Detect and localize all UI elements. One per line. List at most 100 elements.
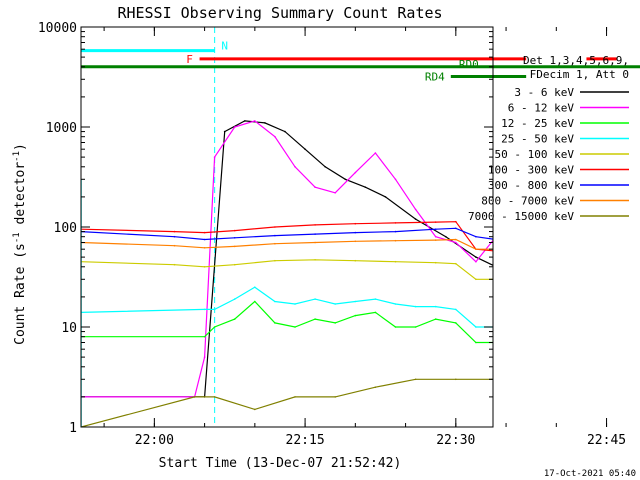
series-6-point-3 <box>233 237 236 239</box>
series-3-point-13 <box>434 305 437 308</box>
series-1-point-17 <box>495 236 497 238</box>
series-7-point-7 <box>394 239 397 242</box>
series-7-point-8 <box>434 239 437 241</box>
series-7-point-11 <box>515 248 517 250</box>
legend-entry-2: 12 - 25 keV <box>501 117 574 130</box>
y-axis-label-end: ) <box>13 143 28 151</box>
series-5-point-15 <box>636 264 638 266</box>
series-0-point-15 <box>525 279 527 281</box>
series-5-point-7 <box>394 222 397 224</box>
chart-title: RHESSI Observing Summary Count Rates <box>117 4 442 22</box>
series-3-point-4 <box>254 286 256 289</box>
series-6-point-13 <box>596 245 598 247</box>
series-3-point-17 <box>535 322 537 324</box>
series-1-point-24 <box>636 318 638 320</box>
legend-entry-1: 6 - 12 keV <box>508 102 575 115</box>
series-1-point-13 <box>414 208 417 211</box>
series-3-point-9 <box>354 300 357 303</box>
series-8-point-3 <box>254 408 256 411</box>
series-7-point-13 <box>596 250 598 252</box>
rd0-flag-label: RD0 <box>459 58 479 71</box>
series-2-point-19 <box>576 336 578 338</box>
series-7-point-4 <box>274 242 276 245</box>
series-2-point-4 <box>254 300 256 303</box>
x-tick-label-3: 22:45 <box>587 433 626 448</box>
observing-flags: NFSRD0RD4 <box>80 27 640 427</box>
series-2-point-5 <box>274 322 276 324</box>
series-2-point-8 <box>334 322 337 324</box>
legend-header-0: Det 1,3,4,5,6,9, <box>523 54 629 67</box>
legend-entry-7: 800 - 7000 keV <box>481 195 574 208</box>
series-line-7 <box>81 238 493 250</box>
series-1-point-11 <box>374 152 377 154</box>
series-3-point-21 <box>616 312 618 314</box>
series-7-point-2 <box>203 247 206 249</box>
series-0-point-14 <box>495 266 497 268</box>
series-0-point-7 <box>324 166 327 168</box>
series-5-point-6 <box>354 222 357 225</box>
series-6-point-10 <box>475 235 477 238</box>
series-0-point-10 <box>384 196 387 198</box>
series-0-point-11 <box>414 218 417 220</box>
series-1-point-8 <box>314 186 316 188</box>
series-2-point-3 <box>233 318 236 320</box>
legend-entry-0: 3 - 6 keV <box>514 86 574 99</box>
legend: Det 1,3,4,5,6,9,FDecim 1, Att 0 3 - 6 keV… <box>468 54 629 223</box>
series-0-point-19 <box>626 318 628 320</box>
series-4-point-3 <box>233 263 236 266</box>
series-4-point-12 <box>535 266 537 268</box>
series-3-point-15 <box>475 326 477 328</box>
series-4-point-13 <box>556 258 558 260</box>
legend-entry-8: 7000 - 15000 keV <box>468 210 574 223</box>
series-6-point-2 <box>203 238 206 241</box>
y-tick-label-3: 1000 <box>46 121 77 136</box>
series-4-point-9 <box>455 262 457 265</box>
footer-timestamp: 17-Oct-2021 05:40 <box>544 469 636 479</box>
series-line-2 <box>81 300 493 344</box>
series-7-point-9 <box>455 238 457 241</box>
y-axis-label-main: Count Rate (s <box>13 243 28 345</box>
series-5-point-8 <box>434 221 437 223</box>
series-line-8 <box>81 378 493 427</box>
series-6-point-4 <box>274 234 276 237</box>
series-3-point-18 <box>556 312 558 314</box>
series-6-point-6 <box>354 231 357 234</box>
series-4-point-15 <box>636 259 638 261</box>
series-2-point-13 <box>434 318 437 320</box>
series-2-point-18 <box>556 336 558 338</box>
series-0-point-9 <box>364 186 367 188</box>
series-2-point-12 <box>414 326 417 328</box>
series-3-point-5 <box>274 300 276 303</box>
series-0-point-18 <box>606 309 608 311</box>
y-axis-label: Count Rate (s-1 detector-1) <box>12 143 28 345</box>
series-5-point-3 <box>233 229 236 232</box>
f-flag-label: F <box>186 53 193 66</box>
series-3-point-14 <box>455 308 457 311</box>
series-6-point-11 <box>515 242 517 244</box>
series-2-point-6 <box>294 326 296 328</box>
series-5-point-4 <box>274 226 276 228</box>
y-axis-label-sup2: -1 <box>12 151 22 162</box>
series-7-point-5 <box>314 241 316 244</box>
series-7-point-10 <box>475 248 477 250</box>
series-0-point-5 <box>284 130 286 133</box>
legend-header-1: FDecim 1, Att 0 <box>530 68 629 81</box>
x-axis-label: Start Time (13-Dec-07 21:52:42) <box>159 456 402 471</box>
series-3-point-6 <box>294 303 296 305</box>
series-1-point-15 <box>455 241 457 244</box>
series-line-1 <box>81 120 493 398</box>
series-7-point-12 <box>556 250 558 252</box>
series-5-point-5 <box>314 224 316 226</box>
series-0-point-13 <box>475 256 477 258</box>
series-5-point-13 <box>556 264 558 266</box>
series-4-point-10 <box>475 278 477 281</box>
series-8-point-2 <box>213 396 216 398</box>
series-2-point-2 <box>213 326 216 328</box>
series-4-point-8 <box>434 261 437 264</box>
series-8-point-1 <box>193 396 196 398</box>
series-7-point-6 <box>354 240 357 243</box>
series-2-point-22 <box>636 331 638 333</box>
series-5-point-14 <box>596 264 598 266</box>
series-4-point-11 <box>515 279 517 281</box>
series-0-point-16 <box>556 286 558 288</box>
